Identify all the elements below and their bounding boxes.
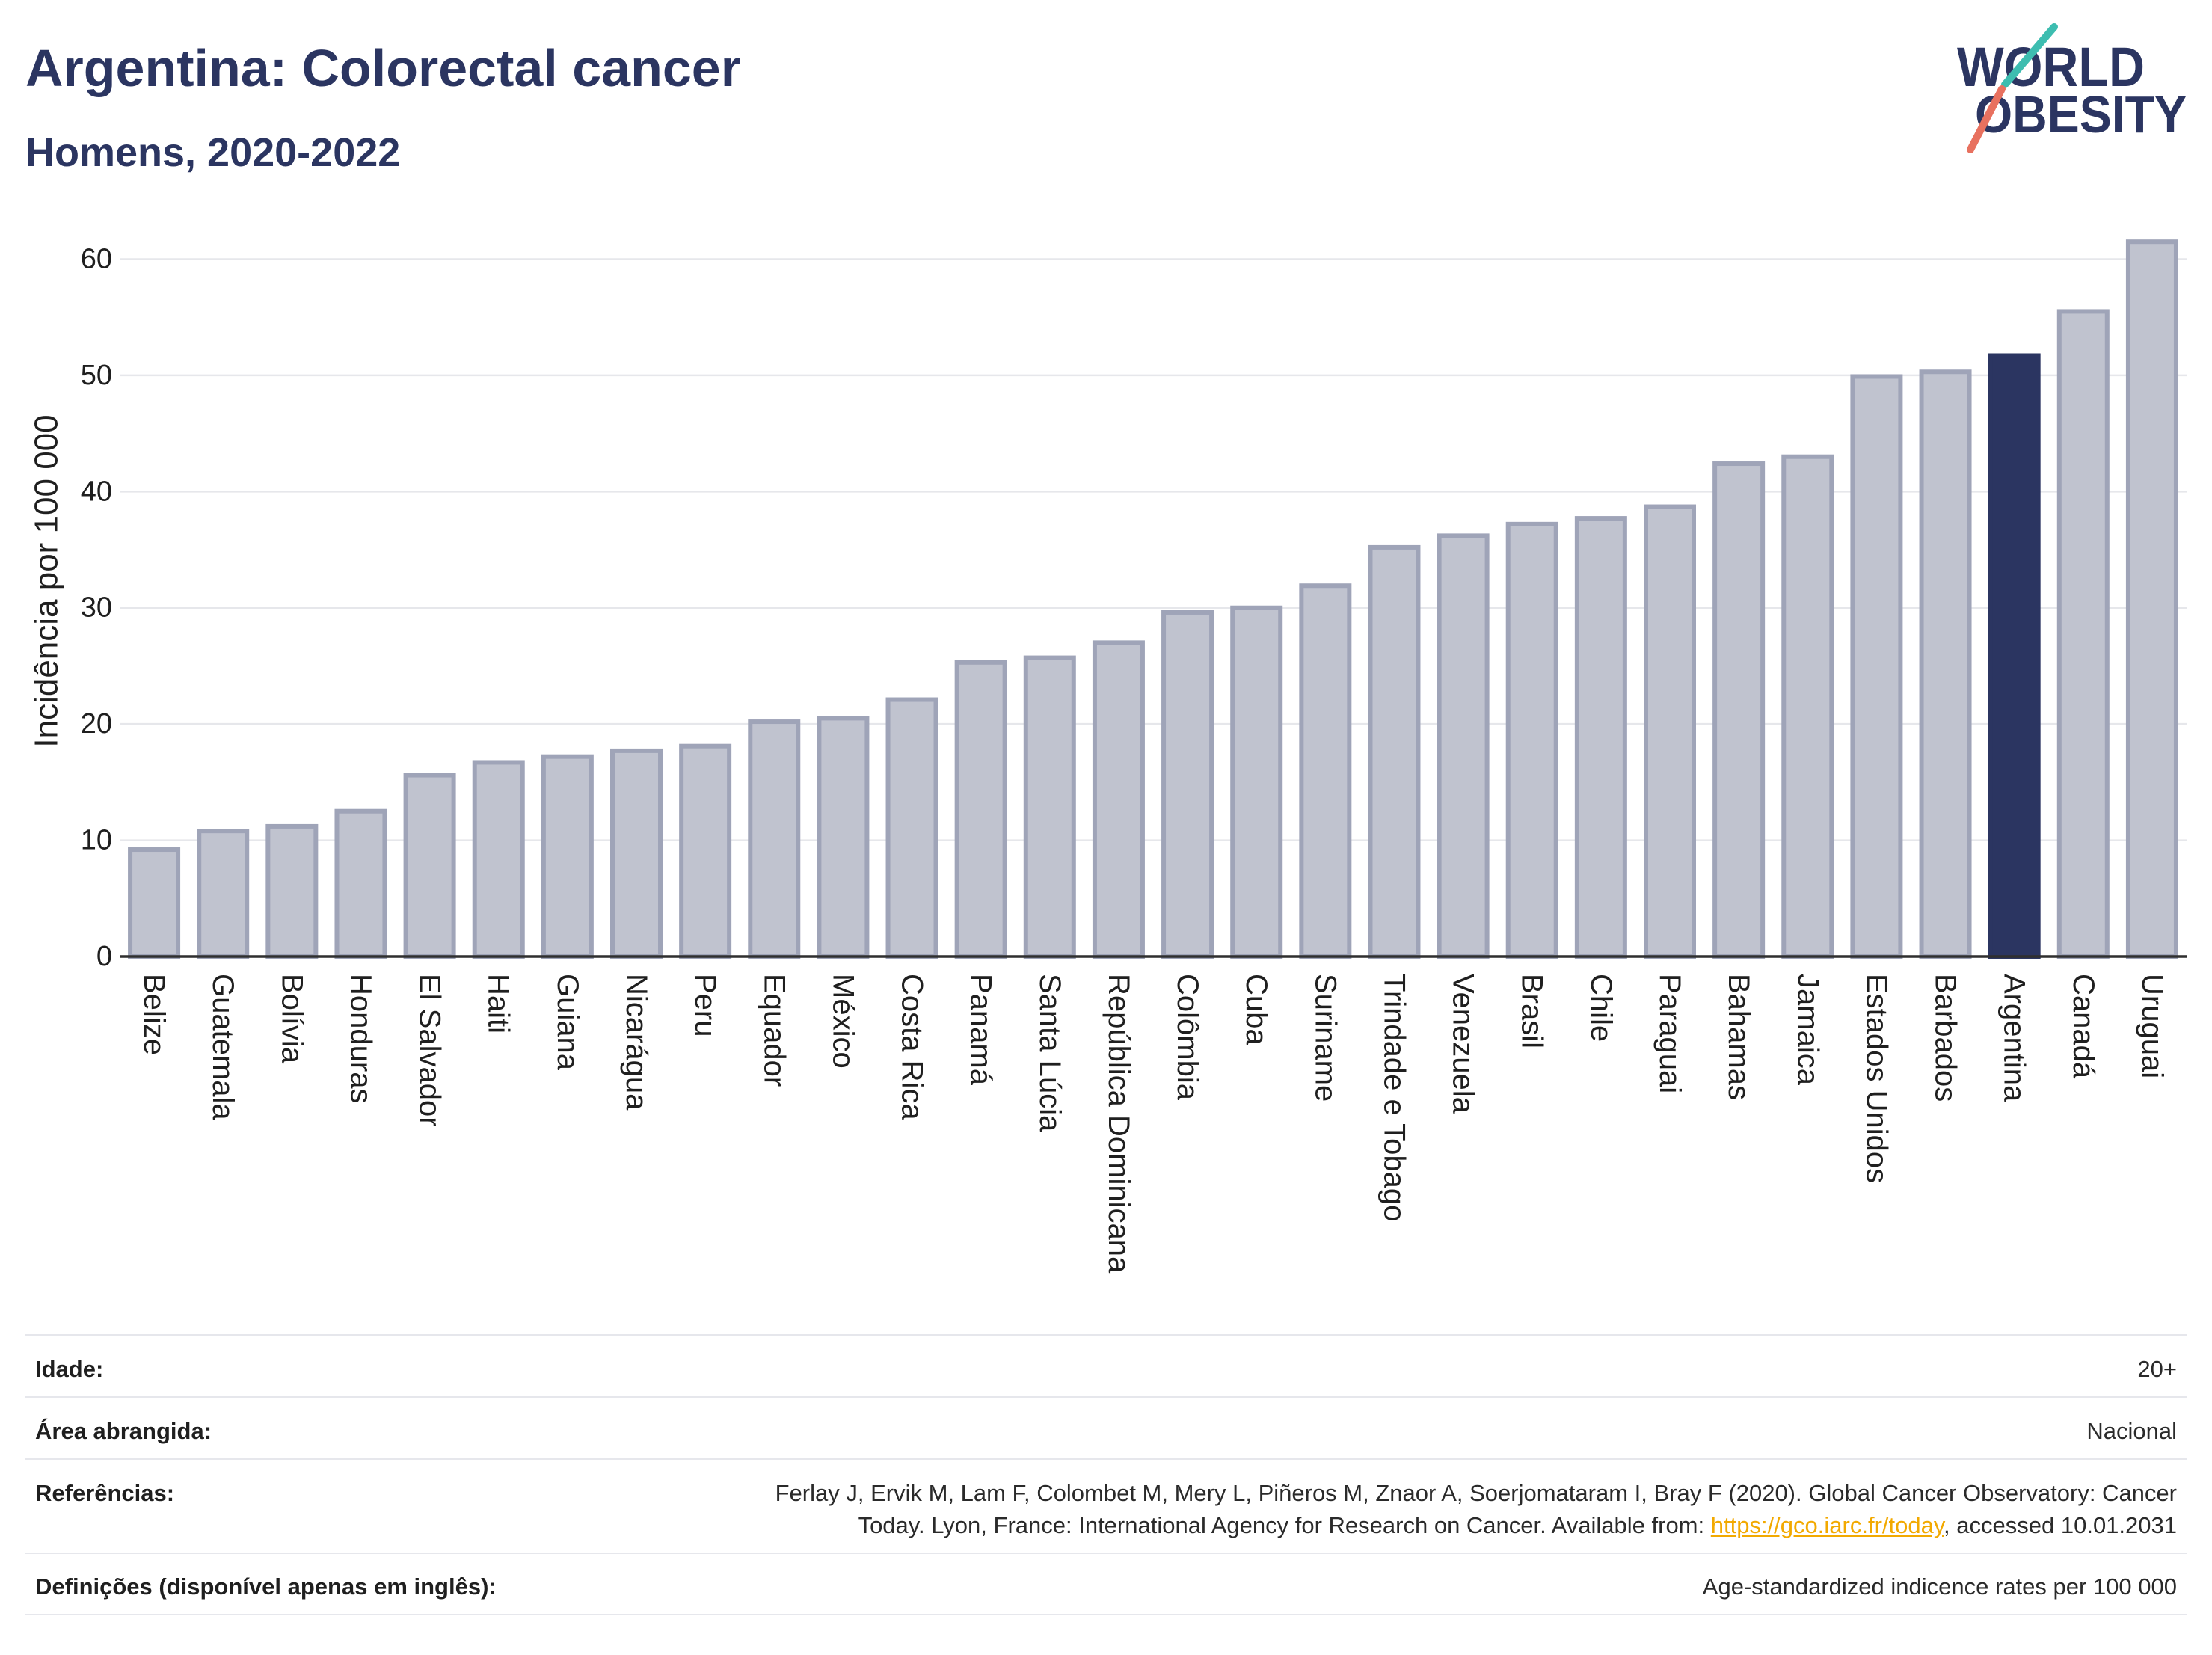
age-row: Idade: 20+ [25, 1334, 2187, 1396]
x-tick-label-estados-unidos: Estados Unidos [1860, 974, 1893, 1183]
bar-uruguai [2125, 239, 2178, 959]
bar-republica-dominicana [1092, 640, 1145, 959]
gridlines [120, 258, 2187, 841]
references-row: Referências: Ferlay J, Ervik M, Lam F, C… [25, 1458, 2187, 1553]
references-line-1: Ferlay J, Ervik M, Lam F, Colombet M, Me… [775, 1480, 2177, 1506]
x-tick-label-brasil: Brasil [1516, 974, 1549, 1048]
page-subtitle: Homens, 2020-2022 [25, 130, 401, 175]
bar-argentina [1988, 353, 2041, 959]
age-label: Idade: [35, 1355, 104, 1382]
y-tick-label-20: 20 [81, 708, 112, 740]
bar-colombia [1161, 610, 1214, 959]
x-tick-label-panama: Panamá [965, 974, 998, 1086]
age-value: 20+ [2137, 1355, 2177, 1382]
x-tick-label-el-salvador: El Salvador [414, 974, 446, 1127]
definitions-label: Definições (disponível apenas em inglês)… [35, 1573, 497, 1600]
x-tick-label-chile: Chile [1585, 974, 1617, 1042]
page-title: Argentina: Colorectal cancer [25, 39, 741, 97]
references-accessed-text: , accessed 10.01.2031 [1944, 1512, 2177, 1538]
references-text: Ferlay J, Ervik M, Lam F, Colombet M, Me… [775, 1477, 2177, 1541]
area-value: Nacional [2086, 1417, 2177, 1444]
x-tick-label-colombia: Colômbia [1171, 974, 1204, 1101]
bar-chile [1574, 516, 1627, 959]
bar-equador [748, 719, 801, 959]
bar-suriname [1299, 583, 1352, 959]
area-label: Área abrangida: [35, 1417, 212, 1444]
bar-nicaragua [610, 748, 663, 959]
bar-barbados [1919, 369, 1972, 959]
x-tick-label-equador: Equador [758, 974, 790, 1087]
x-tick-label-bahamas: Bahamas [1722, 974, 1755, 1100]
x-tick-label-mexico: México [826, 974, 859, 1069]
bar-bolivia [265, 823, 319, 959]
bar-peru [679, 743, 732, 959]
bar-trindade-e-tobago [1368, 544, 1421, 959]
x-tick-label-trindade-e-tobago: Trindade e Tobago [1377, 974, 1410, 1221]
bar-brasil [1505, 521, 1558, 959]
bar-belize [128, 847, 181, 959]
y-axis-label: Incidência por 100 000 [28, 414, 65, 747]
bar-venezuela [1437, 533, 1490, 959]
y-tick-label-40: 40 [81, 476, 112, 507]
x-tick-label-paraguai: Paraguai [1653, 974, 1686, 1093]
references-line-2-text: Today. Lyon, France: International Agenc… [858, 1512, 1705, 1538]
area-row: Área abrangida: Nacional [25, 1396, 2187, 1458]
definitions-row: Definições (disponível apenas em inglês)… [25, 1553, 2187, 1615]
logo-line-obesity: OBESITY [1975, 85, 2187, 144]
x-tick-label-bolivia: Bolívia [275, 974, 308, 1064]
bar-paraguai [1644, 504, 1696, 959]
world-obesity-logo: WORLD OBESITY [1957, 23, 2187, 153]
x-tick-label-honduras: Honduras [344, 974, 377, 1103]
references-link[interactable]: https://gco.iarc.fr/today [1710, 1512, 1944, 1538]
bar-panama [954, 660, 1007, 959]
y-tick-label-0: 0 [96, 941, 112, 972]
bar-guiana [541, 754, 594, 959]
x-tick-label-barbados: Barbados [1929, 974, 1962, 1102]
x-tick-label-costa-rica: Costa Rica [896, 974, 929, 1120]
bar-mexico [817, 716, 870, 959]
logo-slash-coral [1967, 85, 2006, 153]
bar-haiti [472, 760, 525, 959]
bars [128, 239, 2178, 959]
x-tick-label-belize: Belize [138, 974, 170, 1055]
y-tick-label-10: 10 [81, 825, 112, 856]
x-tick-label-cuba: Cuba [1240, 974, 1273, 1045]
references-label: Referências: [35, 1480, 175, 1506]
y-tick-label-60: 60 [81, 243, 112, 274]
x-tick-label-haiti: Haiti [482, 974, 515, 1034]
y-axis-ticks: 0 10 20 30 40 50 60 [81, 243, 112, 972]
definitions-value: Age-standardized indicence rates per 100… [1702, 1573, 2177, 1600]
bar-estados-unidos [1850, 374, 1903, 959]
x-tick-label-venezuela: Venezuela [1447, 974, 1480, 1114]
logo-line-world: WORLD [1957, 36, 2145, 98]
x-tick-label-santa-lucia: Santa Lúcia [1033, 974, 1066, 1132]
bar-bahamas [1712, 461, 1766, 959]
x-tick-label-republica-dominicana: República Dominicana [1102, 974, 1135, 1274]
bar-chart: 0 10 20 30 40 50 60 Belize Guatemala Bolívia Hond… [28, 239, 2187, 1274]
x-tick-label-suriname: Suriname [1309, 974, 1342, 1102]
x-tick-label-argentina: Argentina [1998, 974, 2031, 1102]
x-axis-ticks: Belize Guatemala Bolívia Honduras El Salvado… [138, 974, 2169, 1274]
x-tick-label-guatemala: Guatemala [206, 974, 239, 1120]
bar-guatemala [197, 829, 250, 959]
bar-honduras [334, 808, 387, 959]
x-tick-label-uruguai: Uruguai [2136, 974, 2169, 1078]
x-tick-label-guiana: Guiana [551, 974, 584, 1071]
bar-jamaica [1781, 454, 1834, 959]
bar-canada [2056, 309, 2110, 959]
logo-slash-teal [2001, 23, 2058, 88]
y-tick-label-50: 50 [81, 360, 112, 391]
y-tick-label-30: 30 [81, 592, 112, 624]
bar-santa-lucia [1023, 655, 1076, 959]
x-tick-label-jamaica: Jamaica [1791, 974, 1824, 1086]
bar-cuba [1230, 605, 1283, 959]
x-tick-label-peru: Peru [689, 974, 722, 1037]
x-tick-label-nicaragua: Nicarágua [620, 974, 653, 1111]
bar-el-salvador [403, 773, 456, 959]
references-line-2: Today. Lyon, France: International Agenc… [775, 1509, 2177, 1541]
bar-costa-rica [885, 697, 938, 959]
x-tick-label-canada: Canadá [2067, 974, 2100, 1079]
